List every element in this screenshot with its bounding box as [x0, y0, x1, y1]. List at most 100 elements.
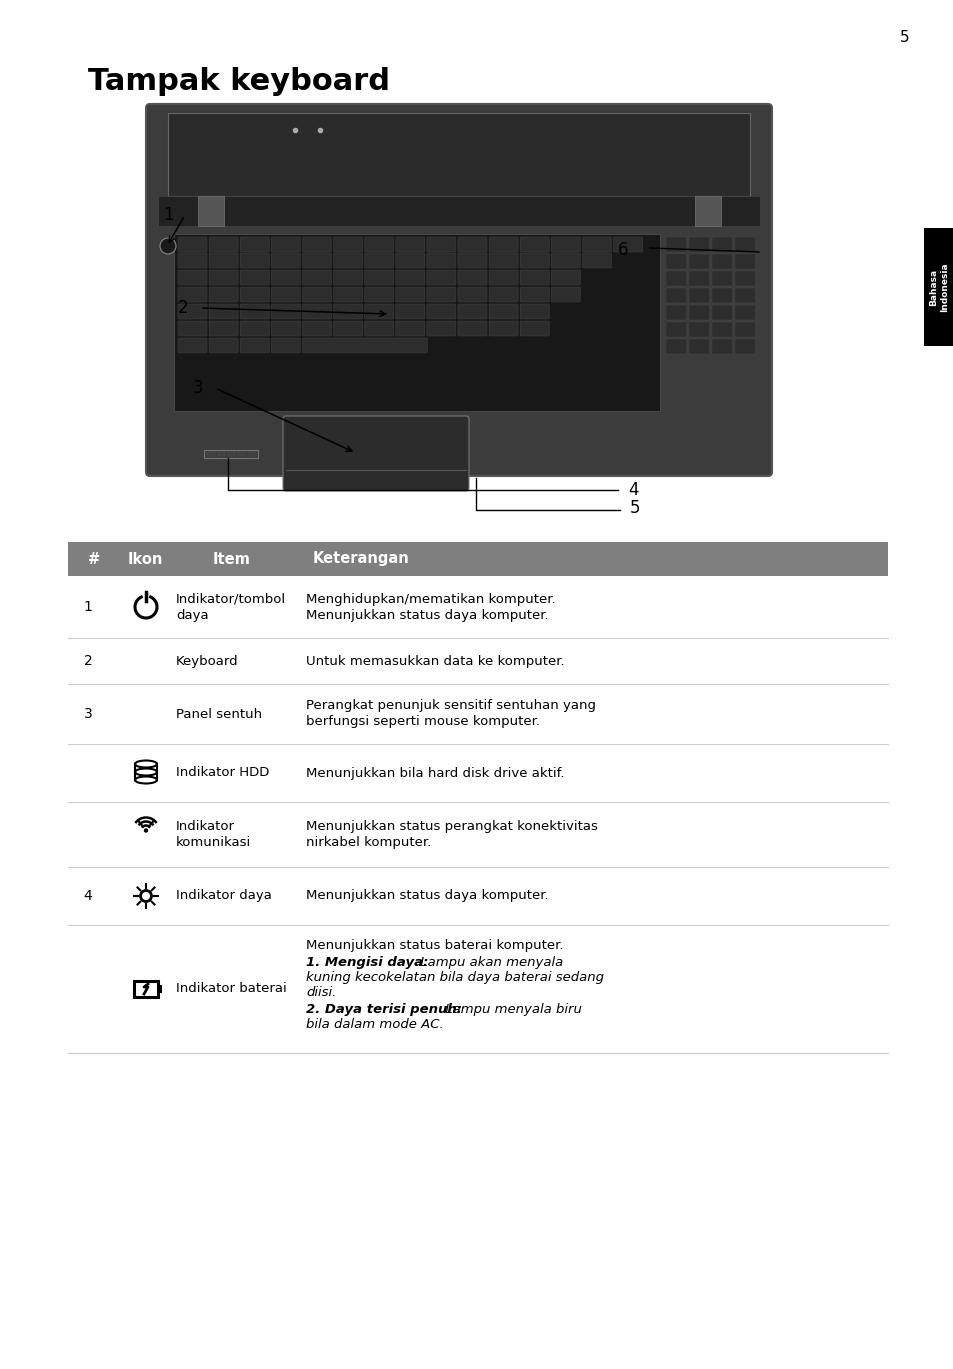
- FancyBboxPatch shape: [734, 255, 755, 268]
- Text: Lampu menyala biru: Lampu menyala biru: [440, 1003, 581, 1016]
- FancyBboxPatch shape: [734, 340, 755, 355]
- Text: Ikon: Ikon: [128, 552, 163, 567]
- Bar: [248, 452, 254, 456]
- FancyBboxPatch shape: [457, 253, 486, 268]
- Bar: [198, 196, 224, 226]
- Text: Menunjukkan status daya komputer.: Menunjukkan status daya komputer.: [306, 890, 548, 902]
- FancyBboxPatch shape: [178, 320, 207, 335]
- Text: 2. Daya terisi penuh:: 2. Daya terisi penuh:: [306, 1003, 461, 1016]
- FancyBboxPatch shape: [426, 320, 456, 335]
- Bar: [68, 542, 887, 576]
- Text: 3: 3: [84, 706, 92, 721]
- Text: Perangkat penunjuk sensitif sentuhan yang: Perangkat penunjuk sensitif sentuhan yan…: [306, 700, 596, 712]
- FancyBboxPatch shape: [178, 237, 207, 252]
- FancyBboxPatch shape: [334, 237, 362, 252]
- FancyBboxPatch shape: [734, 271, 755, 286]
- Bar: [158, 986, 162, 993]
- FancyBboxPatch shape: [364, 304, 394, 319]
- FancyBboxPatch shape: [302, 253, 331, 268]
- FancyBboxPatch shape: [519, 237, 549, 252]
- Text: 2: 2: [177, 298, 188, 318]
- Bar: [168, 114, 749, 196]
- FancyBboxPatch shape: [426, 270, 456, 285]
- FancyBboxPatch shape: [711, 271, 732, 286]
- FancyBboxPatch shape: [209, 253, 238, 268]
- FancyBboxPatch shape: [364, 237, 394, 252]
- FancyBboxPatch shape: [688, 322, 709, 337]
- FancyBboxPatch shape: [582, 237, 611, 252]
- FancyBboxPatch shape: [271, 270, 300, 285]
- Bar: [204, 450, 257, 459]
- FancyBboxPatch shape: [582, 253, 611, 268]
- FancyBboxPatch shape: [209, 270, 238, 285]
- FancyBboxPatch shape: [395, 287, 424, 303]
- FancyBboxPatch shape: [178, 270, 207, 285]
- Text: Keterangan: Keterangan: [313, 552, 410, 567]
- FancyBboxPatch shape: [688, 237, 709, 252]
- FancyBboxPatch shape: [302, 320, 331, 335]
- Text: Indikator baterai: Indikator baterai: [175, 983, 287, 995]
- FancyBboxPatch shape: [209, 287, 238, 303]
- Bar: [695, 196, 720, 226]
- Text: Panel sentuh: Panel sentuh: [175, 708, 262, 720]
- FancyBboxPatch shape: [302, 237, 331, 252]
- Circle shape: [160, 238, 175, 255]
- FancyBboxPatch shape: [457, 237, 486, 252]
- Bar: [237, 452, 245, 456]
- Text: Indikator HDD: Indikator HDD: [175, 767, 269, 779]
- Bar: [173, 234, 659, 411]
- Text: Menghidupkan/mematikan komputer.: Menghidupkan/mematikan komputer.: [306, 593, 555, 605]
- FancyBboxPatch shape: [395, 270, 424, 285]
- FancyBboxPatch shape: [209, 304, 238, 319]
- FancyBboxPatch shape: [711, 287, 732, 303]
- FancyBboxPatch shape: [519, 253, 549, 268]
- FancyBboxPatch shape: [734, 322, 755, 337]
- FancyBboxPatch shape: [426, 304, 456, 319]
- Text: Keyboard: Keyboard: [175, 654, 238, 668]
- FancyBboxPatch shape: [519, 304, 549, 319]
- FancyBboxPatch shape: [613, 237, 642, 252]
- FancyBboxPatch shape: [489, 270, 517, 285]
- Text: #: #: [88, 552, 100, 567]
- Bar: [158, 196, 760, 226]
- FancyBboxPatch shape: [283, 416, 469, 491]
- FancyBboxPatch shape: [665, 287, 686, 303]
- Text: Menunjukkan status daya komputer.: Menunjukkan status daya komputer.: [306, 608, 548, 622]
- Text: 1: 1: [84, 600, 92, 615]
- Text: 1: 1: [163, 205, 173, 225]
- FancyBboxPatch shape: [711, 237, 732, 252]
- FancyBboxPatch shape: [271, 320, 300, 335]
- Text: Lampu akan menyala: Lampu akan menyala: [416, 956, 562, 969]
- FancyBboxPatch shape: [240, 253, 269, 268]
- Text: Indikator daya: Indikator daya: [175, 890, 272, 902]
- FancyBboxPatch shape: [489, 237, 517, 252]
- Bar: [133, 982, 158, 997]
- FancyBboxPatch shape: [178, 287, 207, 303]
- FancyBboxPatch shape: [551, 287, 579, 303]
- Text: Item: Item: [213, 552, 251, 567]
- FancyBboxPatch shape: [665, 255, 686, 268]
- Text: Indikator
komunikasi: Indikator komunikasi: [175, 820, 251, 850]
- FancyBboxPatch shape: [688, 305, 709, 320]
- FancyBboxPatch shape: [426, 287, 456, 303]
- FancyBboxPatch shape: [665, 237, 686, 252]
- FancyBboxPatch shape: [551, 237, 579, 252]
- Text: nirkabel komputer.: nirkabel komputer.: [306, 836, 431, 849]
- FancyBboxPatch shape: [334, 253, 362, 268]
- FancyBboxPatch shape: [178, 253, 207, 268]
- Text: Menunjukkan status baterai komputer.: Menunjukkan status baterai komputer.: [306, 939, 563, 951]
- FancyBboxPatch shape: [665, 305, 686, 320]
- FancyBboxPatch shape: [146, 104, 771, 476]
- FancyBboxPatch shape: [489, 320, 517, 335]
- FancyBboxPatch shape: [457, 320, 486, 335]
- FancyBboxPatch shape: [688, 340, 709, 355]
- Text: kuning kecokelatan bila daya baterai sedang: kuning kecokelatan bila daya baterai sed…: [306, 971, 603, 984]
- FancyBboxPatch shape: [240, 338, 269, 353]
- FancyBboxPatch shape: [457, 270, 486, 285]
- FancyBboxPatch shape: [688, 287, 709, 303]
- Text: 4: 4: [84, 888, 92, 904]
- Text: 5: 5: [900, 30, 909, 45]
- FancyBboxPatch shape: [457, 287, 486, 303]
- FancyBboxPatch shape: [271, 338, 300, 353]
- FancyBboxPatch shape: [302, 338, 427, 353]
